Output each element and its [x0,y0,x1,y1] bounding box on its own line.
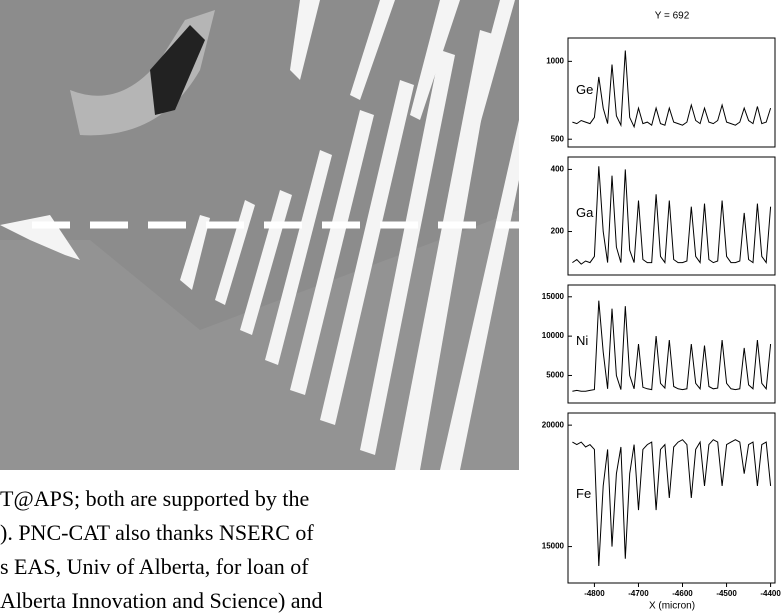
series-line [572,300,772,392]
plot-frame [567,412,776,584]
y-tick-label: 10000 [542,331,565,340]
series-name: Ge [576,82,593,97]
plot-frame [567,156,776,276]
text-line: ). PNC-CAT also thanks NSERC of [0,520,314,545]
series-name: Ga [576,205,594,220]
series-name: Fe [576,486,591,501]
y-tick-label: 15000 [542,292,565,301]
x-tick-label: -4800 [584,589,605,598]
text-line: s EAS, Univ of Alberta, for loan of [0,554,309,579]
body-text: T@APS; both are supported by the ). PNC-… [0,486,323,613]
chart-title: Y = 692 [655,11,690,22]
y-tick-label: 15000 [542,542,565,551]
x-axis-label: X (micron) [649,601,695,612]
y-tick-label: 1000 [546,56,564,65]
y-tick-label: 200 [551,227,565,236]
x-tick-label: -4600 [672,589,693,598]
series-line [572,166,772,265]
x-tick-label: -4700 [628,589,649,598]
micrograph [0,0,519,470]
plot-frame [567,284,776,404]
plot-frame [567,37,776,148]
series-line [572,50,772,129]
x-tick-label: -4500 [716,589,737,598]
y-tick-label: 20000 [542,420,565,429]
x-tick-label: -4400 [760,589,781,598]
text-line: Alberta Innovation and Science) and [0,588,323,613]
series-name: Ni [576,333,588,348]
text-line: T@APS; both are supported by the [0,486,309,511]
y-tick-label: 5000 [546,371,564,380]
y-tick-label: 400 [551,165,565,174]
series-line [572,439,772,567]
y-tick-label: 500 [551,134,565,143]
